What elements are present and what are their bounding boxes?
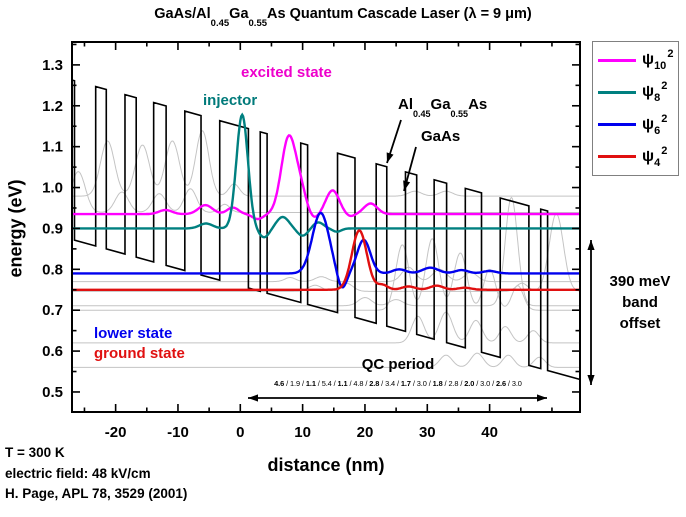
svg-text:1.3: 1.3 — [42, 57, 63, 74]
wavefunction-psi8_sq — [72, 112, 580, 239]
svg-text:0: 0 — [236, 424, 244, 441]
legend-item: ψ82 — [598, 80, 678, 105]
figure-footer: T = 300 K electric field: 48 kV/cm H. Pa… — [5, 443, 187, 505]
svg-text:1.1: 1.1 — [42, 139, 63, 156]
svg-text:0.7: 0.7 — [42, 302, 63, 319]
barrier-material-arrow — [386, 119, 402, 164]
well-material-label: GaAs — [421, 128, 461, 145]
svg-text:40: 40 — [481, 424, 498, 441]
y-axis-label: energy (eV) — [5, 179, 26, 278]
title-subscript: 0.45 — [210, 17, 230, 29]
legend-line-swatch — [598, 58, 636, 62]
legend-label: ψ62 — [642, 112, 668, 137]
barrier-material-label: Al0.45Ga0.55As — [398, 96, 488, 119]
title-part: Ga — [229, 6, 249, 22]
title-subscript: 0.55 — [248, 17, 268, 29]
ghost-wavefunction — [72, 171, 580, 213]
injector-label: injector — [203, 92, 258, 109]
plot-area — [72, 79, 580, 381]
legend-item: ψ42 — [598, 144, 678, 169]
chart-title: GaAs/Al0.45Ga0.55As Quantum Cascade Lase… — [0, 6, 686, 29]
ghost-wavefunction — [72, 196, 580, 307]
ghost-wavefunction — [72, 130, 580, 197]
band-offset-label: 390 meV band offset — [609, 273, 671, 332]
title-part: GaAs/Al — [154, 6, 211, 22]
svg-text:30: 30 — [419, 424, 436, 441]
field-note: electric field: 48 kV/cm — [5, 465, 151, 481]
ghost-wavefunction — [72, 352, 580, 368]
ground-state-label: ground state — [94, 345, 185, 362]
wavefunction-psi10_sq — [72, 134, 580, 221]
svg-text:-10: -10 — [167, 424, 189, 441]
legend-item: ψ102 — [598, 48, 678, 73]
title-part: As Quantum Cascade Laser (λ = 9 μm) — [267, 6, 532, 22]
x-axis-label: distance (nm) — [267, 455, 385, 475]
legend-line-swatch — [598, 123, 636, 127]
legend-line-swatch — [598, 90, 636, 94]
legend-line-swatch — [598, 155, 636, 159]
band-offset-arrow — [587, 240, 595, 385]
axis-ticks — [72, 42, 580, 412]
conduction-band-profile — [72, 79, 580, 381]
reference-note: H. Page, APL 78, 3529 (2001) — [5, 486, 188, 501]
svg-text:0.6: 0.6 — [42, 343, 63, 360]
svg-text:0.9: 0.9 — [42, 220, 63, 237]
axes-frame — [71, 41, 581, 413]
legend-label: ψ82 — [642, 80, 668, 105]
tick-labels: -20 -10 0 10 20 30 40 0.5 0.6 0.7 0.8 0.9 1.0 1.1 1.2 1… — [42, 57, 498, 441]
well-material-arrow — [403, 146, 417, 192]
svg-text:-20: -20 — [105, 424, 127, 441]
legend-label: ψ102 — [642, 48, 674, 73]
qc-period-label: QC period — [361, 356, 435, 373]
qc-period-arrow — [248, 394, 547, 402]
svg-text:10: 10 — [294, 424, 311, 441]
svg-text:1.2: 1.2 — [42, 98, 63, 115]
svg-text:0.5: 0.5 — [42, 384, 63, 401]
excited-state-label: excited state — [241, 64, 332, 81]
lower-state-label: lower state — [94, 325, 173, 342]
legend-label: ψ42 — [642, 144, 668, 169]
temperature-note: T = 300 K — [5, 445, 65, 460]
svg-text:20: 20 — [357, 424, 374, 441]
wavefunction-psi6_sq — [72, 211, 580, 289]
legend: ψ102 ψ82 ψ62 ψ42 — [592, 41, 679, 176]
legend-item: ψ62 — [598, 112, 678, 137]
svg-text:1.0: 1.0 — [42, 180, 63, 197]
svg-text:0.8: 0.8 — [42, 261, 63, 278]
wavefunction-psi4_sq — [72, 229, 580, 291]
layer-sequence-label: 4.6 / 1.9 / 1.1 / 5.4 / 1.1 / 4.8 / 2.8 … — [274, 379, 522, 388]
ghost-wavefunction — [72, 311, 580, 344]
